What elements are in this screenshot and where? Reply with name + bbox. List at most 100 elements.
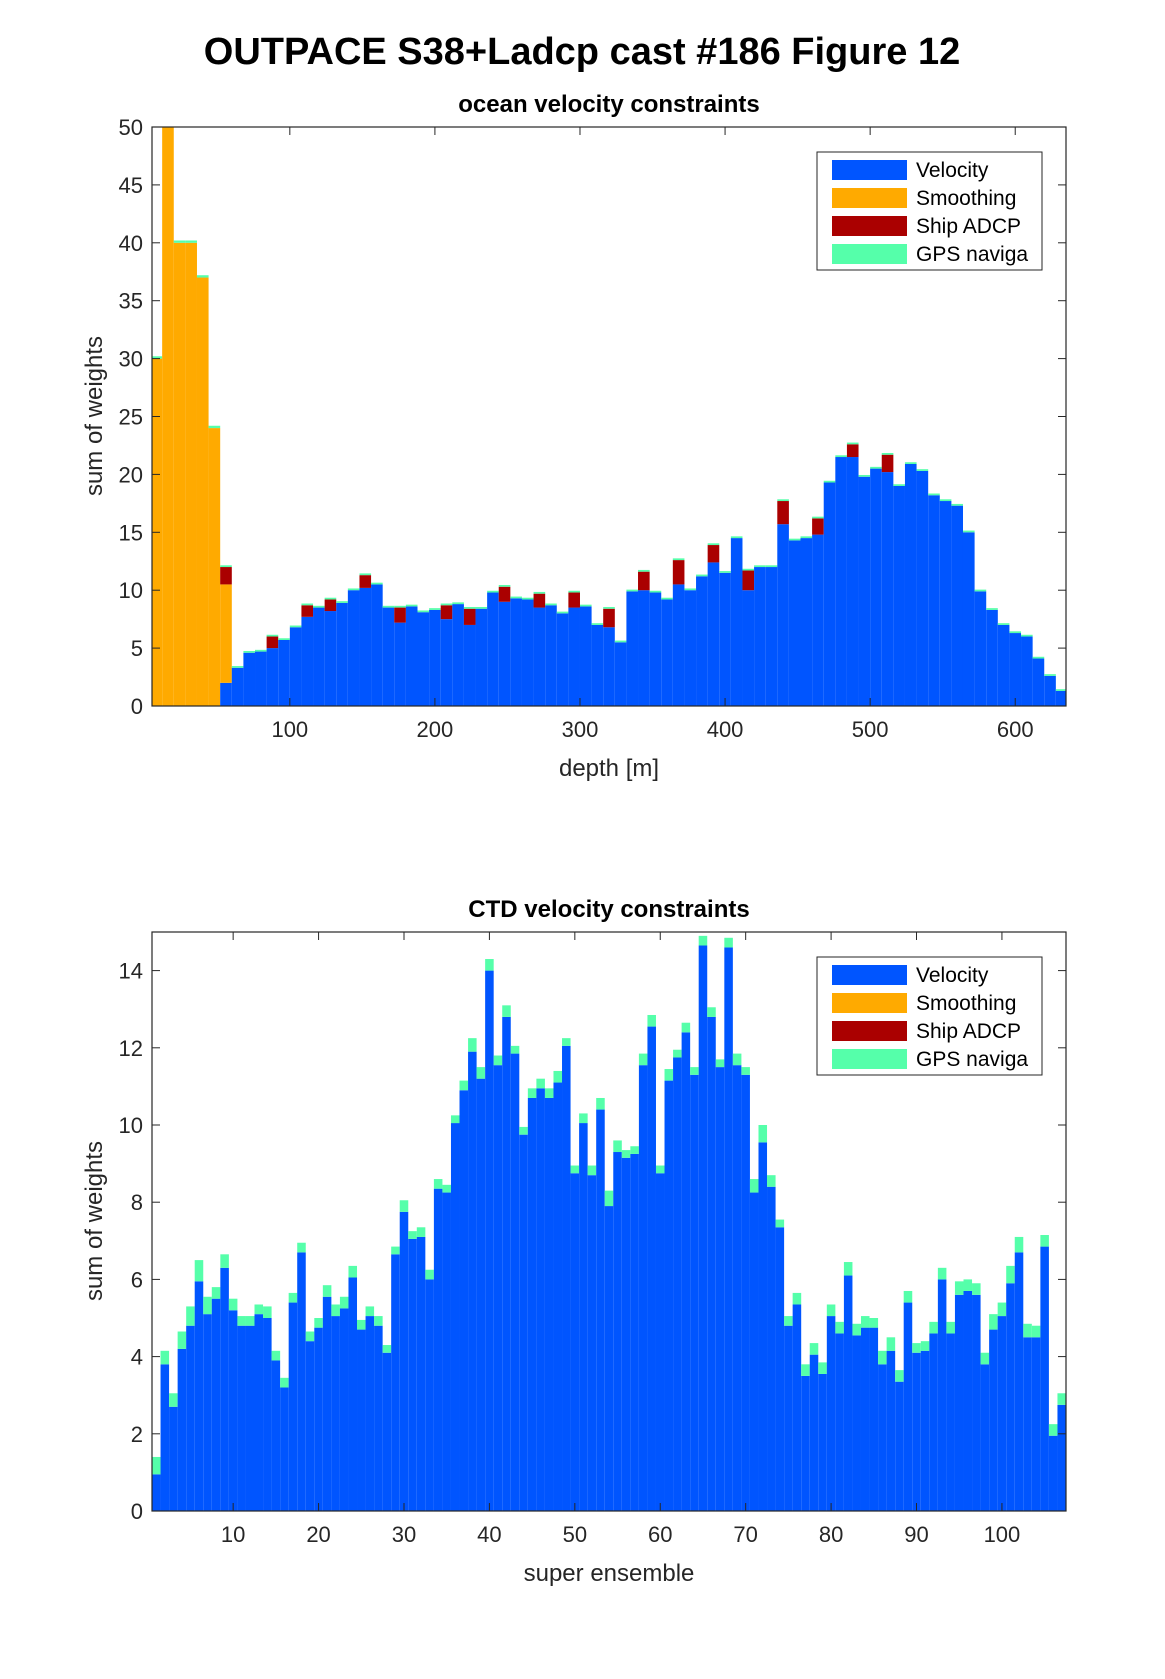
bar-segment-gps-naviga [562, 1038, 571, 1046]
legend-swatch-smoothing [832, 993, 907, 1013]
axis-ticks: 10 20 30 40 50 60 70 80 90 100 0 2 4 6 8 10 12 14 [119, 932, 1066, 1547]
bar-segment-gps-naviga [812, 516, 824, 519]
bar-segment-velocity [986, 609, 998, 706]
bar-segment-gps-naviga [433, 1179, 443, 1189]
bar-segment-velocity [818, 1373, 827, 1511]
x-tick-label: 50 [563, 1522, 587, 1547]
legend-label-gps-naviga: GPS naviga [916, 243, 1028, 266]
bar-segment-gps-naviga [696, 574, 708, 577]
bar-segment-gps-naviga [527, 1088, 537, 1098]
bar-segment-ship-adcp [220, 567, 232, 585]
bar-segment-velocity [1009, 633, 1022, 706]
x-tick-label: 500 [852, 717, 889, 742]
legend-swatch-smoothing [832, 188, 907, 208]
bar-segment-velocity [1021, 636, 1033, 706]
bar-segment-gps-naviga [912, 1343, 921, 1353]
bar-segment-velocity [596, 1109, 605, 1511]
bar-segment-velocity [203, 1314, 212, 1511]
bar-segment-velocity [521, 599, 534, 706]
bar-segment-gps-naviga [858, 474, 871, 477]
bar-segment-gps-naviga [732, 1053, 742, 1066]
bar-segment-velocity [858, 476, 871, 706]
y-tick-label: 5 [131, 636, 143, 661]
y-tick-label: 2 [131, 1422, 143, 1447]
y-tick-label: 0 [131, 694, 143, 719]
bar-segment-velocity [812, 534, 824, 706]
bar-segment-gps-naviga [758, 1125, 768, 1143]
bar-segment-velocity [278, 639, 290, 706]
bar-segment-velocity [912, 1352, 921, 1511]
ctd-velocity-panel: CTD velocity constraints 10 20 30 40 50 60 70 8… [81, 896, 1067, 1587]
bar-segment-gps-naviga [591, 623, 604, 625]
x-tick-label: 70 [733, 1522, 757, 1547]
bar-segment-gps-naviga [196, 275, 209, 278]
bar-segment-velocity [928, 495, 940, 706]
bar-segment-gps-naviga [568, 590, 580, 593]
bar-segment-gps-naviga [220, 565, 232, 568]
bar-segment-velocity [463, 624, 476, 706]
bar-segment-velocity [846, 457, 859, 706]
bar-segment-gps-naviga [237, 1316, 246, 1326]
bar-segment-velocity [604, 1206, 614, 1511]
bar-segment-velocity [870, 468, 882, 706]
bar-segment-velocity [468, 1051, 477, 1511]
bar-segment-velocity [289, 627, 302, 706]
bar-segment-velocity [765, 567, 778, 706]
bar-segment-velocity [730, 538, 743, 706]
legend-label-velocity: Velocity [916, 159, 989, 182]
bar-segment-ship-adcp [533, 593, 546, 608]
legend-swatch-ship-adcp [832, 1021, 907, 1041]
bar-segment-gps-naviga [895, 1370, 904, 1382]
bar-segment-velocity [621, 1157, 631, 1511]
bar-segment-velocity [647, 1026, 656, 1511]
bar-segment-velocity [684, 590, 697, 706]
bar-segment-velocity [603, 627, 615, 706]
bar-segment-gps-naviga [596, 1097, 605, 1110]
bar-segment-gps-naviga [152, 356, 163, 359]
bar-segment-gps-naviga [754, 565, 766, 568]
bar-segment-gps-naviga [288, 1292, 298, 1303]
bar-segment-gps-naviga [719, 571, 731, 573]
bar-segment-gps-naviga [614, 640, 627, 643]
bar-segment-gps-naviga [510, 1045, 520, 1054]
bar-segment-velocity [939, 501, 952, 706]
bar-segment-gps-naviga [664, 1069, 674, 1081]
bar-segment-velocity [852, 1335, 861, 1511]
bar-segment-velocity [758, 1142, 768, 1511]
bar-segment-gps-naviga [382, 1345, 392, 1353]
bar-segment-velocity [510, 1053, 520, 1511]
y-tick-label: 8 [131, 1190, 143, 1215]
axis-ticks: 100 200 300 400 500 600 0 5 10 15 20 25 30 35 40 45 50 [119, 115, 1066, 742]
x-axis-label: super ensemble [524, 1560, 695, 1587]
bar-segment-velocity [707, 562, 720, 706]
bar-segment-gps-naviga [870, 466, 882, 469]
bar-segment-velocity [324, 611, 337, 706]
bar-segment-velocity [661, 599, 673, 706]
bar-segment-velocity [767, 1186, 776, 1511]
bar-segment-velocity [339, 1308, 349, 1511]
legend: Velocity Smoothing Ship ADCP GPS naviga [816, 151, 1043, 271]
bar-segment-velocity [231, 667, 244, 706]
bar-segment-velocity [394, 622, 406, 706]
bar-segment-velocity [314, 1327, 323, 1511]
bar-segment-gps-naviga [417, 610, 430, 613]
bar-segment-gps-naviga [177, 1331, 187, 1349]
bar-stacks [152, 935, 1066, 1511]
bar-segment-gps-naviga [579, 1113, 588, 1124]
bar-segment-gps-naviga [502, 1005, 511, 1017]
bar-segment-gps-naviga [459, 1080, 469, 1091]
bar-segment-gps-naviga [280, 1377, 289, 1388]
bar-segment-gps-naviga [878, 1350, 887, 1365]
bar-segment-velocity [519, 1134, 528, 1511]
bar-segment-gps-naviga [846, 442, 859, 445]
x-tick-label: 100 [984, 1522, 1021, 1547]
bar-segment-gps-naviga [570, 1165, 580, 1174]
bar-segment-velocity [707, 1016, 716, 1511]
y-tick-label: 15 [119, 520, 143, 545]
bar-segment-gps-naviga [408, 1231, 417, 1239]
x-tick-label: 20 [306, 1522, 330, 1547]
legend-label-gps-naviga: GPS naviga [916, 1048, 1028, 1071]
bar-segment-velocity [800, 538, 813, 706]
bar-segment-gps-naviga [544, 1088, 554, 1098]
bar-segment-ship-adcp [812, 518, 824, 535]
